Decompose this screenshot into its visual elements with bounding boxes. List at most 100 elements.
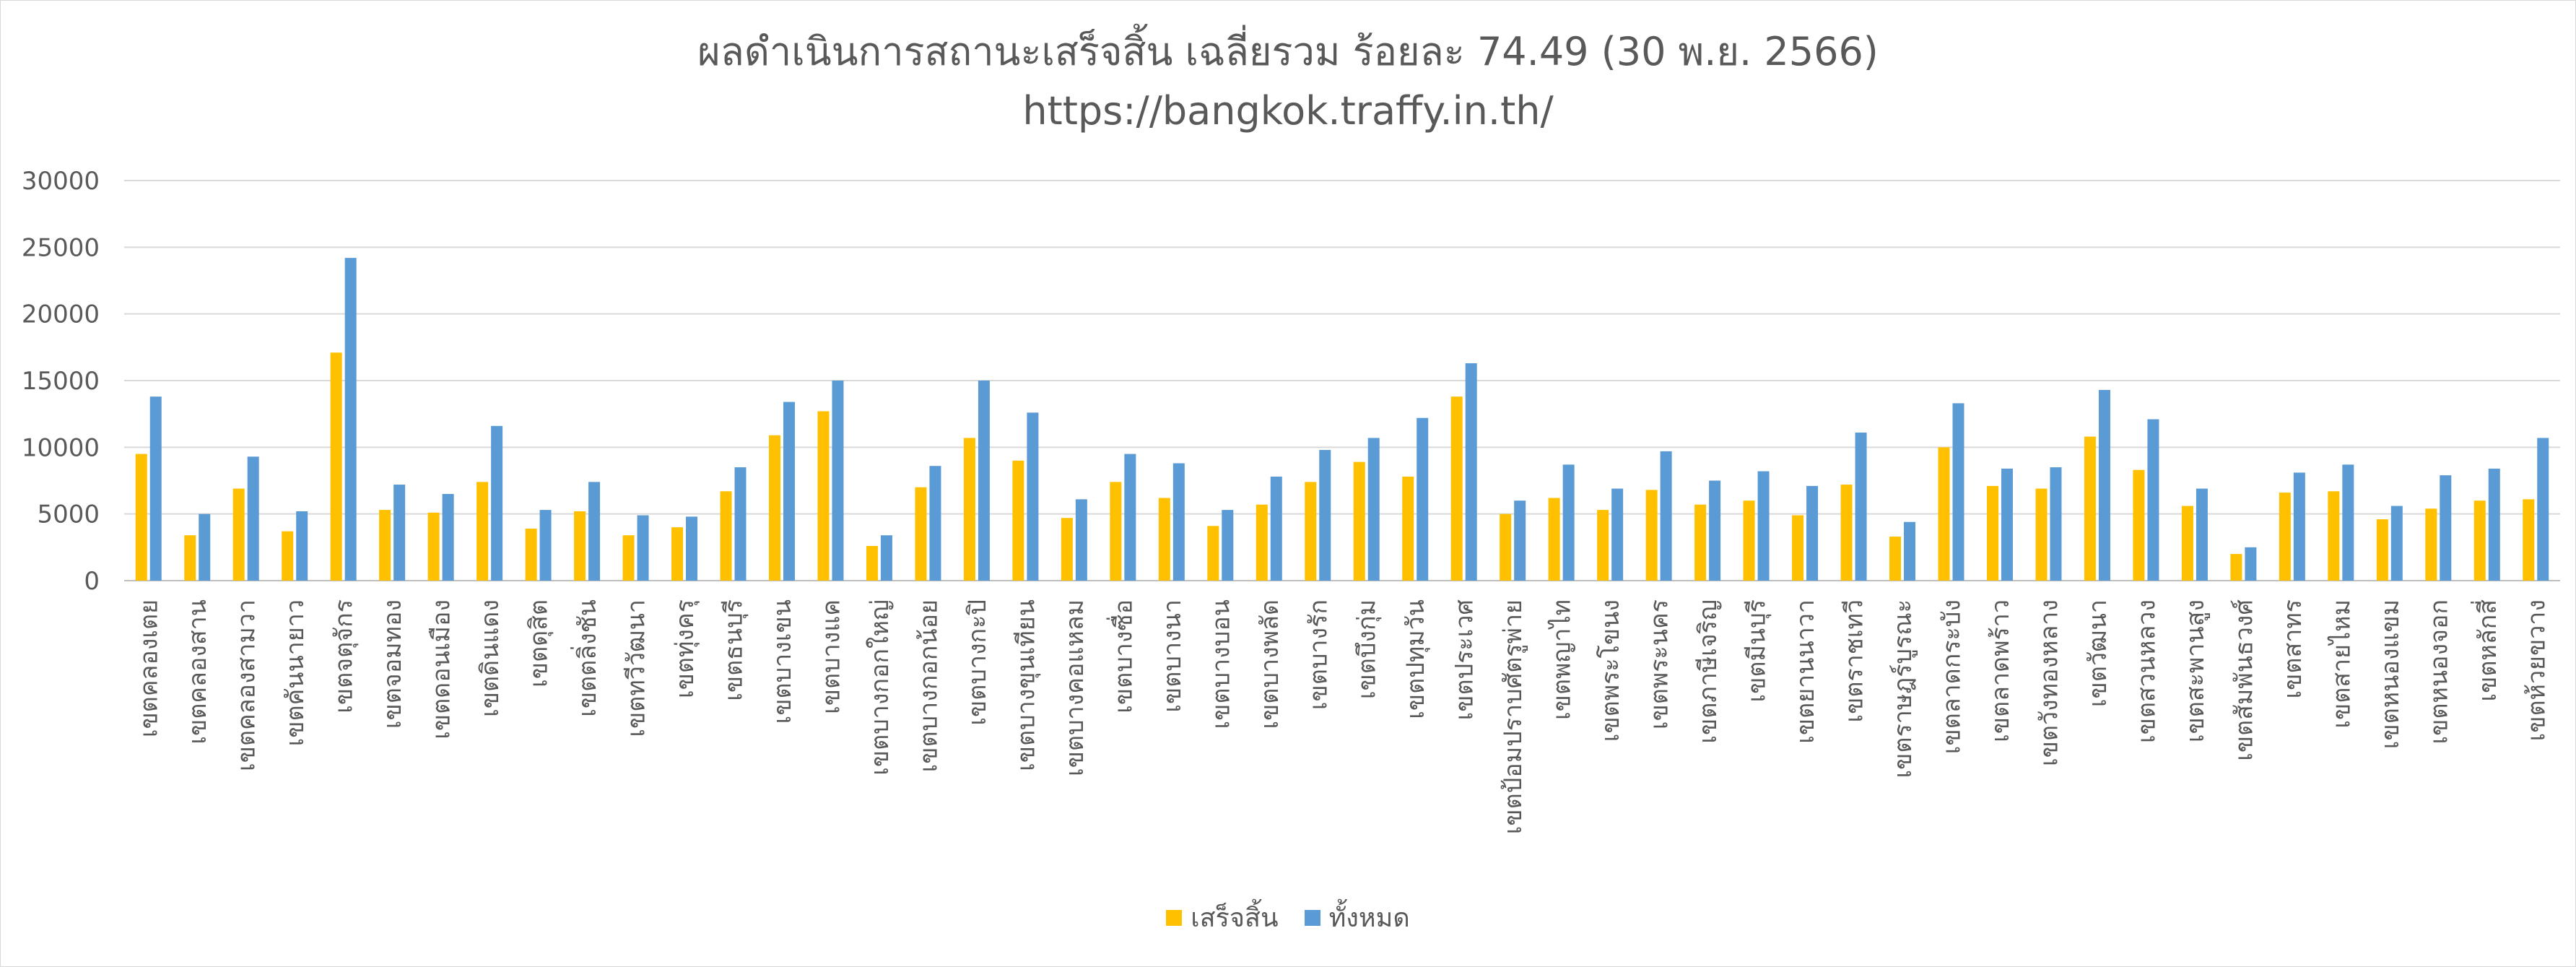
bar-total — [491, 425, 503, 581]
bar-total — [686, 516, 698, 581]
bar-done — [1012, 460, 1024, 581]
bar-done — [1889, 537, 1902, 581]
bar-total — [832, 381, 844, 581]
x-tick-label: เขตหลักสี่ — [2471, 599, 2502, 702]
x-tick-label: เขตจตุจักร — [330, 599, 359, 714]
x-tick-label: เขตป้อมปราบศัตรูพ่าย — [1499, 599, 1528, 834]
x-tick-label: เขตบางซื่อ — [1106, 599, 1138, 714]
bar-done — [232, 488, 245, 581]
chart-legend: เสร็จสิ้น ทั้งหมด — [0, 897, 2576, 938]
bar-done — [2035, 488, 2048, 581]
bar-total — [539, 510, 552, 581]
bar-total — [344, 258, 357, 581]
bar-total — [1027, 412, 1039, 581]
bar-total — [2537, 438, 2549, 581]
x-tick-label: เขตสาทร — [2279, 599, 2307, 698]
bar-total — [2245, 547, 2257, 581]
bar-total — [1514, 500, 1526, 581]
bar-total — [1855, 433, 1867, 581]
bar-total — [199, 513, 211, 581]
legend-label-total: ทั้งหมด — [1328, 903, 1410, 933]
bar-done — [915, 487, 927, 581]
x-tick-label: เขตคลองสามวา — [232, 599, 261, 771]
y-tick-label: 25000 — [22, 233, 100, 262]
bar-done — [1402, 476, 1414, 581]
x-tick-label: เขตหนองจอก — [2424, 599, 2453, 745]
x-tick-label: เขตประเวศ — [1450, 599, 1479, 721]
legend-item-total: ทั้งหมด — [1304, 897, 1410, 938]
x-tick-label: เขตบางขุนเทียน — [1011, 599, 1040, 771]
bar-total — [247, 456, 259, 581]
bar-done — [2376, 519, 2388, 581]
bar-total — [2293, 472, 2305, 581]
bar-done — [1353, 461, 1365, 581]
bar-total — [1757, 471, 1770, 581]
legend-swatch-done — [1166, 909, 1183, 926]
x-tick-label: เขตทวีวัฒนา — [622, 599, 651, 737]
bar-total — [734, 467, 747, 581]
x-tick-label: เขตลาดพร้าว — [1986, 599, 2015, 742]
bar-done — [963, 438, 975, 581]
bar-done — [282, 531, 294, 581]
bar-done — [1548, 498, 1560, 581]
x-tick-label: เขตดุสิต — [525, 599, 554, 688]
bar-total — [1465, 363, 1477, 581]
bar-total — [296, 511, 308, 581]
bar-total — [2196, 488, 2208, 581]
x-tick-label: เขตภาษีเจริญ — [1694, 599, 1723, 744]
x-tick-label: เขตบึงกุ่ม — [1353, 599, 1382, 699]
bar-done — [1840, 485, 1853, 581]
y-tick-label: 5000 — [37, 500, 100, 529]
legend-item-done: เสร็จสิ้น — [1166, 897, 1279, 938]
bar-done — [379, 510, 391, 581]
x-tick-label: เขตบางกอกใหญ่ — [866, 599, 895, 776]
bar-done — [2328, 491, 2340, 581]
bar-done — [2473, 500, 2486, 581]
bar-done — [1158, 498, 1170, 581]
bar-total — [149, 396, 162, 581]
x-tick-label: เขตพระนคร — [1645, 599, 1674, 729]
x-tick-label: เขตจอมทอง — [378, 599, 407, 729]
x-tick-label: เขตราษฎร์บูรณะ — [1889, 599, 1918, 778]
x-tick-label: เขตธนบุรี — [720, 599, 749, 701]
x-tick-label: เขตยานนาวา — [1791, 599, 1820, 744]
x-tick-label: เขตสายไหม — [2327, 599, 2356, 729]
x-tick-label: เขตห้วยขวาง — [2522, 599, 2551, 741]
bar-done — [427, 512, 440, 581]
bar-total — [2050, 467, 2062, 581]
bar-done — [866, 545, 878, 581]
x-tick-label: เขตบางแค — [817, 599, 845, 714]
bar-total — [1075, 499, 1087, 581]
x-tick-label: เขตมีนบุรี — [1743, 599, 1772, 702]
bar-done — [1256, 504, 1268, 581]
y-tick-label: 20000 — [22, 300, 100, 329]
bar-total — [588, 482, 601, 581]
bar-total — [1660, 451, 1672, 581]
bar-total — [1319, 450, 1331, 581]
bar-done — [2181, 506, 2193, 581]
bar-total — [1417, 417, 1429, 581]
bar-total — [1562, 464, 1575, 581]
bar-done — [2425, 508, 2437, 581]
bar-total — [929, 466, 941, 581]
x-tick-label: เขตทุ่งครุ — [671, 599, 700, 698]
bar-done — [1110, 482, 1122, 581]
x-tick-label: เขตหนองแขม — [2376, 599, 2405, 749]
bar-done — [768, 435, 780, 581]
y-tick-label: 10000 — [22, 433, 100, 462]
x-tick-label: เขตลาดกระบัง — [1938, 599, 1967, 754]
legend-swatch-total — [1304, 909, 1320, 926]
bar-done — [135, 454, 147, 581]
bar-done — [1986, 485, 1998, 581]
bar-done — [184, 535, 196, 581]
bar-done — [1500, 513, 1512, 581]
x-tick-label: เขตปทุมวัน — [1401, 599, 1430, 719]
x-tick-label: เขตบางกะปิ — [963, 599, 992, 726]
bar-total — [2488, 468, 2500, 581]
bar-done — [1597, 510, 1609, 581]
y-tick-label: 15000 — [22, 367, 100, 396]
bar-total — [1124, 454, 1136, 581]
bar-total — [1904, 521, 1916, 581]
x-tick-label: เขตดอนเมือง — [427, 599, 456, 740]
